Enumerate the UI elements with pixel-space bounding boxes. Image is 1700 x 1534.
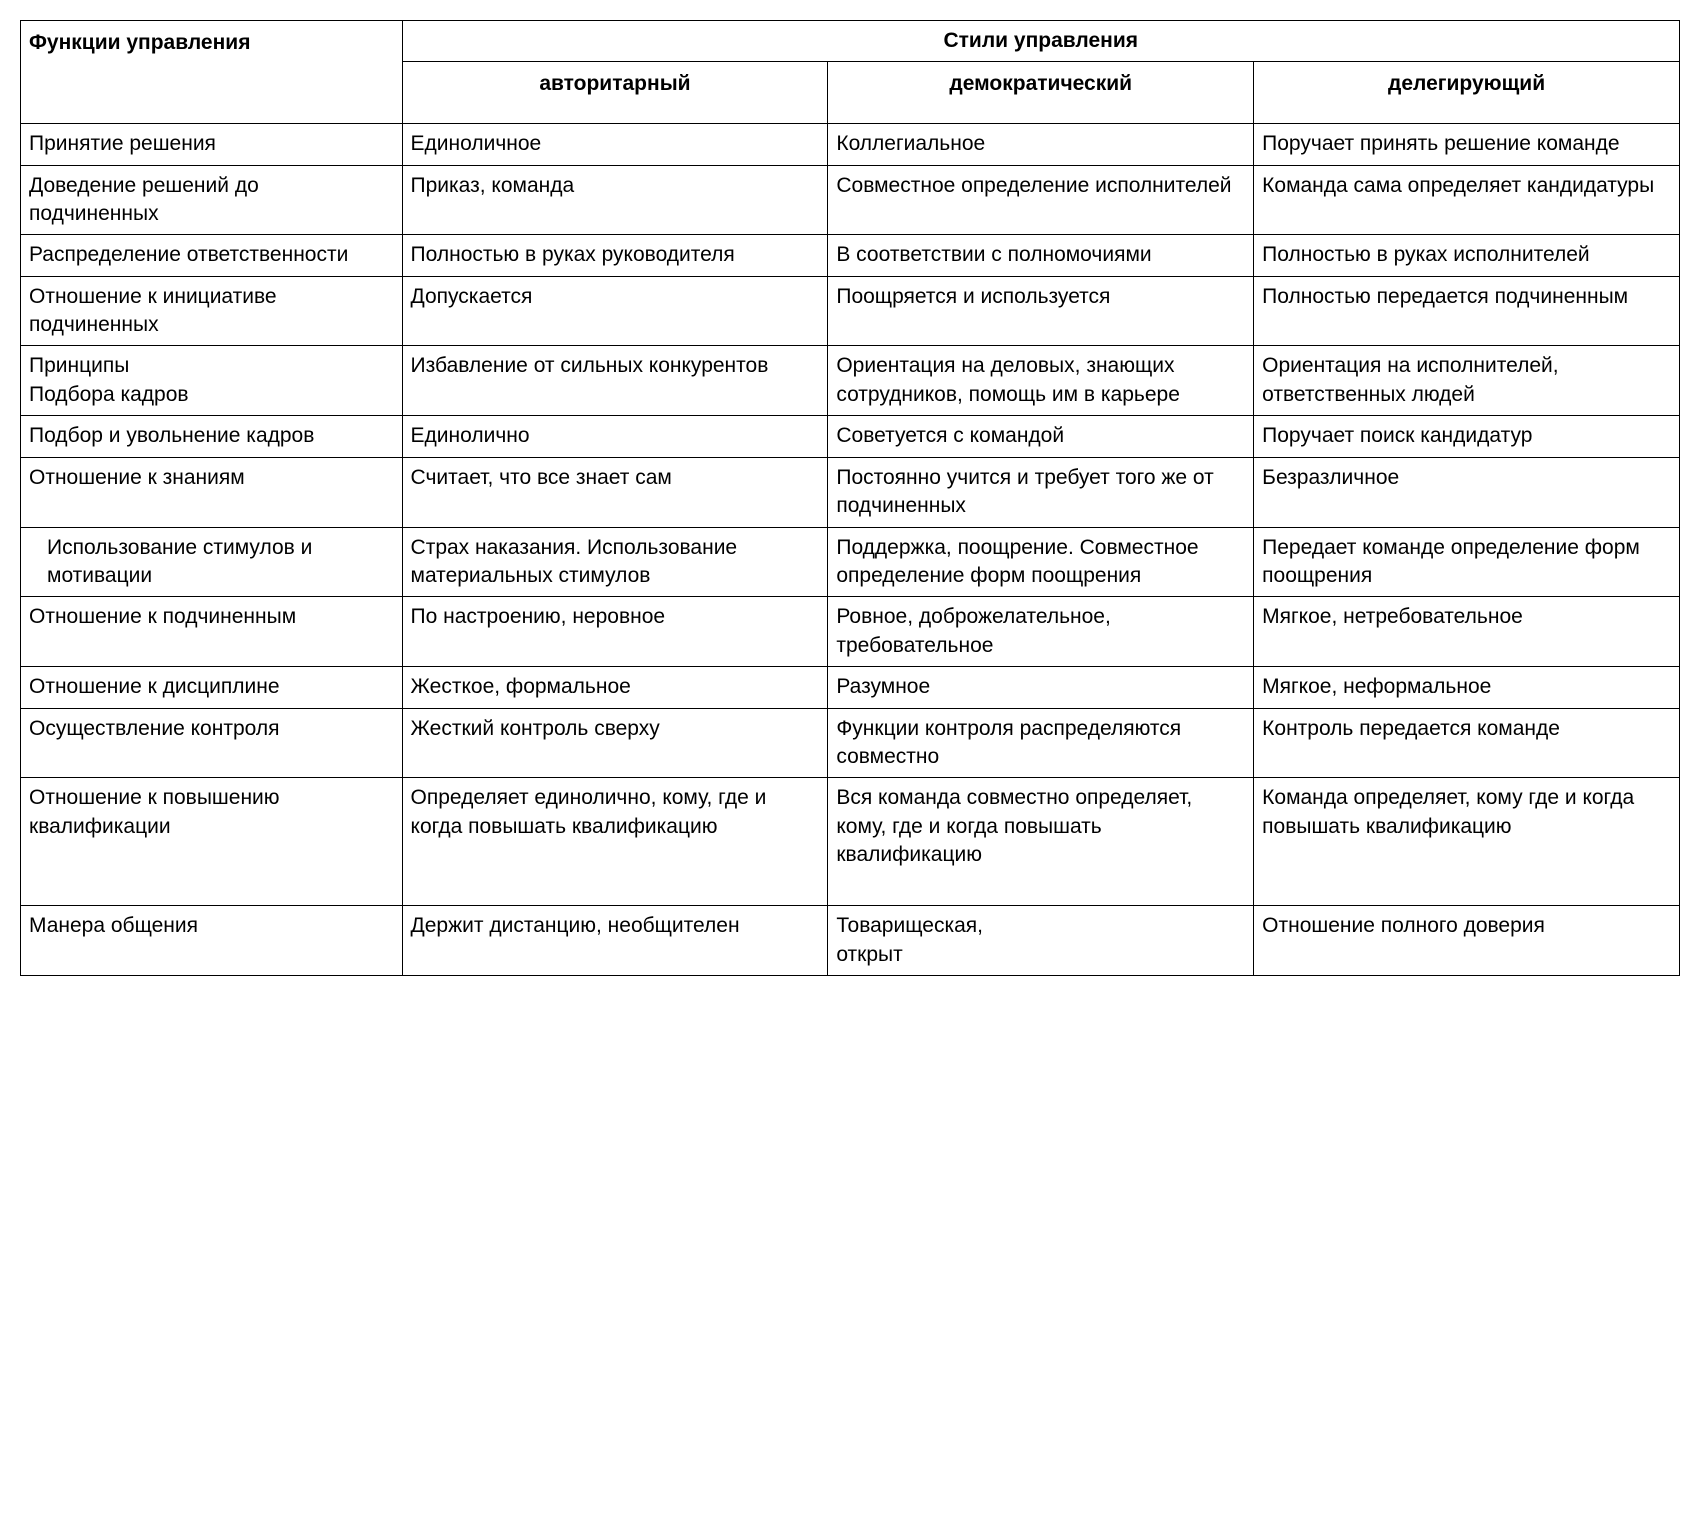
table-row: Отношение к подчиненнымПо настроению, не… xyxy=(21,597,1680,667)
cell-democratic: Разумное xyxy=(828,667,1254,708)
cell-function: Отношение к подчиненным xyxy=(21,597,403,667)
table-row: Использование стимулов и мотивацииСтрах … xyxy=(21,527,1680,597)
cell-democratic: Поддержка, поощрение. Совместное определ… xyxy=(828,527,1254,597)
cell-authoritarian: Страх наказания. Использование материаль… xyxy=(402,527,828,597)
cell-delegating: Отношение полного доверия xyxy=(1254,906,1680,976)
cell-delegating: Мягкое, нетребовательное xyxy=(1254,597,1680,667)
cell-authoritarian: Полностью в руках руководителя xyxy=(402,235,828,276)
cell-authoritarian: Определяет единолично, кому, где и когда… xyxy=(402,778,828,906)
cell-democratic: Товарищеская,открыт xyxy=(828,906,1254,976)
cell-democratic: В соответствии с полномочиями xyxy=(828,235,1254,276)
cell-function: Отношение к дисциплине xyxy=(21,667,403,708)
table-row: Отношение к знаниямСчитает, что все знае… xyxy=(21,458,1680,528)
cell-delegating: Мягкое, неформальное xyxy=(1254,667,1680,708)
cell-democratic: Совместное определение исполнителей xyxy=(828,165,1254,235)
table-row: Доведение решений до подчиненныхПриказ, … xyxy=(21,165,1680,235)
cell-function: Доведение решений до подчиненных xyxy=(21,165,403,235)
subheader-delegating: делегирующий xyxy=(1254,62,1680,123)
cell-delegating: Безразличное xyxy=(1254,458,1680,528)
cell-democratic: Вся команда совместно определяет, кому, … xyxy=(828,778,1254,906)
table-row: Отношение к инициативе подчиненныхДопуск… xyxy=(21,276,1680,346)
cell-function: Отношение к инициативе подчиненных xyxy=(21,276,403,346)
header-row-1: Функции управления Стили управления xyxy=(21,21,1680,62)
cell-democratic: Советуется с командой xyxy=(828,416,1254,458)
cell-authoritarian: Допускается xyxy=(402,276,828,346)
cell-function: ПринципыПодбора кадров xyxy=(21,346,403,416)
cell-authoritarian: Приказ, команда xyxy=(402,165,828,235)
cell-authoritarian: Держит дистанцию, необщителен xyxy=(402,906,828,976)
cell-democratic: Ровное, доброжелательное, требовательное xyxy=(828,597,1254,667)
table-row: ПринципыПодбора кадровИзбавление от силь… xyxy=(21,346,1680,416)
table-row: Распределение ответственностиПолностью в… xyxy=(21,235,1680,276)
cell-delegating: Команда определяет, кому где и когда пов… xyxy=(1254,778,1680,906)
management-styles-table: Функции управления Стили управления авто… xyxy=(20,20,1680,976)
subheader-democratic: демократический xyxy=(828,62,1254,123)
cell-delegating: Полностью в руках исполнителей xyxy=(1254,235,1680,276)
cell-delegating: Поручает принять решение команде xyxy=(1254,123,1680,165)
cell-function: Манера общения xyxy=(21,906,403,976)
subheader-authoritarian: авторитарный xyxy=(402,62,828,123)
cell-delegating: Полностью передается подчиненным xyxy=(1254,276,1680,346)
cell-function: Отношение к повышению квалификации xyxy=(21,778,403,906)
table-row: Манера общенияДержит дистанцию, необщите… xyxy=(21,906,1680,976)
table-row: Принятие решенияЕдиноличноеКоллегиальное… xyxy=(21,123,1680,165)
header-functions: Функции управления xyxy=(21,21,403,124)
table-row: Подбор и увольнение кадровЕдиноличноСове… xyxy=(21,416,1680,458)
cell-democratic: Коллегиальное xyxy=(828,123,1254,165)
cell-function: Подбор и увольнение кадров xyxy=(21,416,403,458)
cell-authoritarian: Жесткий контроль сверху xyxy=(402,708,828,778)
table-row: Отношение к дисциплинеЖесткое, формально… xyxy=(21,667,1680,708)
cell-authoritarian: Считает, что все знает сам xyxy=(402,458,828,528)
table-row: Осуществление контроляЖесткий контроль с… xyxy=(21,708,1680,778)
cell-delegating: Контроль передается команде xyxy=(1254,708,1680,778)
cell-delegating: Команда сама определяет кандидатуры xyxy=(1254,165,1680,235)
cell-function: Осуществление контроля xyxy=(21,708,403,778)
header-styles: Стили управления xyxy=(402,21,1679,62)
cell-democratic: Функции контроля распределяются совместн… xyxy=(828,708,1254,778)
table-header: Функции управления Стили управления авто… xyxy=(21,21,1680,124)
cell-authoritarian: Жесткое, формальное xyxy=(402,667,828,708)
cell-authoritarian: По настроению, неровное xyxy=(402,597,828,667)
cell-democratic: Постоянно учится и требует того же от по… xyxy=(828,458,1254,528)
cell-function: Принятие решения xyxy=(21,123,403,165)
table-body: Принятие решенияЕдиноличноеКоллегиальное… xyxy=(21,123,1680,975)
table-row: Отношение к повышению квалификацииОпреде… xyxy=(21,778,1680,906)
cell-authoritarian: Единоличное xyxy=(402,123,828,165)
cell-function: Использование стимулов и мотивации xyxy=(21,527,403,597)
cell-delegating: Поручает поиск кандидатур xyxy=(1254,416,1680,458)
cell-function: Распределение ответственности xyxy=(21,235,403,276)
cell-authoritarian: Единолично xyxy=(402,416,828,458)
cell-democratic: Поощряется и используется xyxy=(828,276,1254,346)
cell-delegating: Ориентация на исполнителей, ответственны… xyxy=(1254,346,1680,416)
cell-function: Отношение к знаниям xyxy=(21,458,403,528)
cell-authoritarian: Избавление от сильных конкурентов xyxy=(402,346,828,416)
cell-delegating: Передает команде определение форм поощре… xyxy=(1254,527,1680,597)
cell-democratic: Ориентация на деловых, знающих сотрудник… xyxy=(828,346,1254,416)
